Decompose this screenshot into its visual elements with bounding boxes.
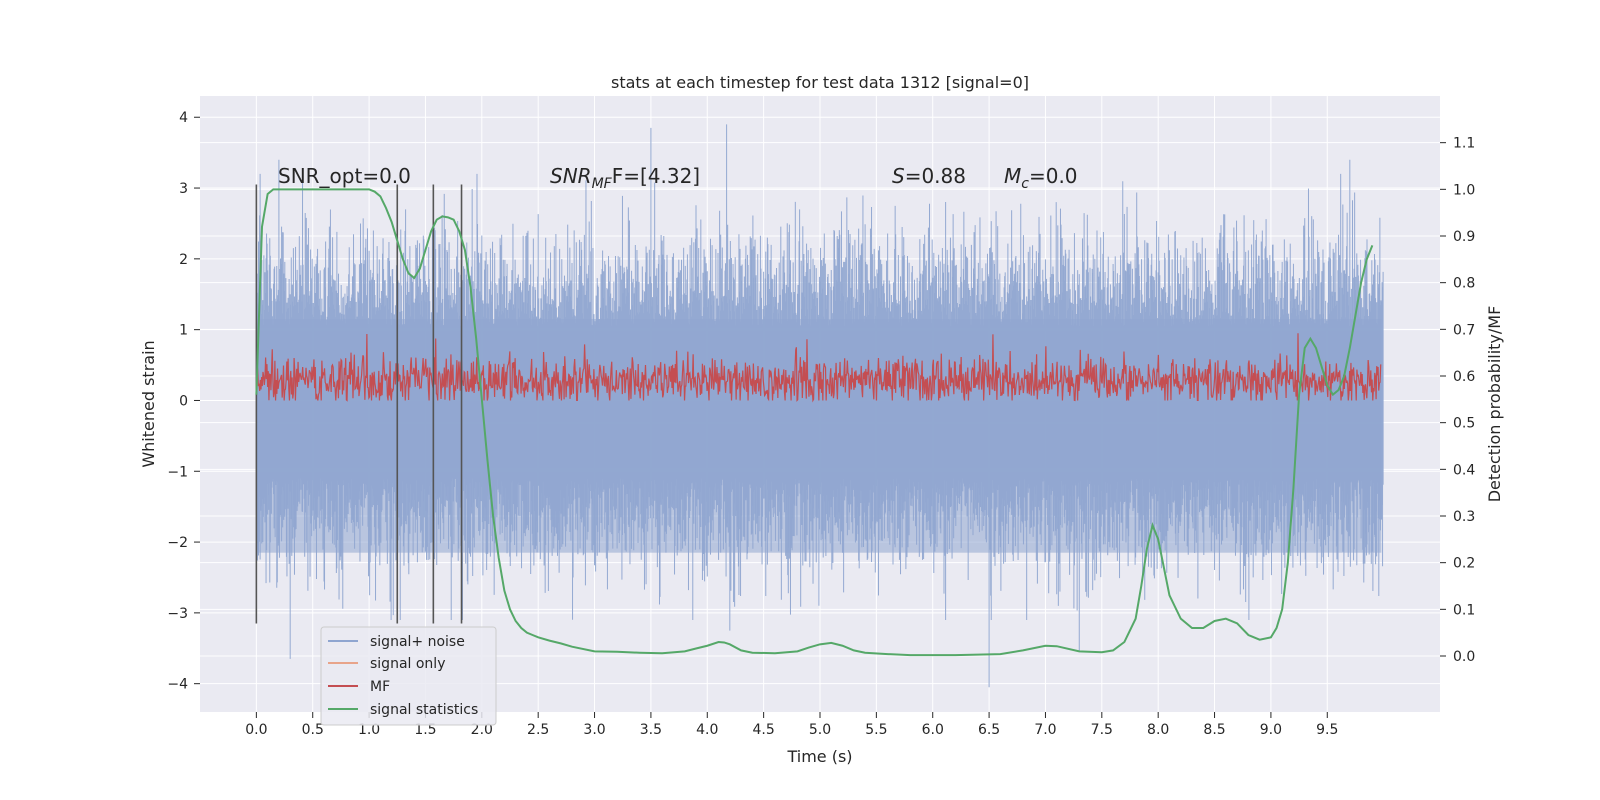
x-tick-label: 8.0 [1147, 722, 1169, 738]
y2-axis-label: Detection probability/MF [1485, 306, 1504, 503]
annotation-snr-mf-base: SNR [550, 164, 592, 188]
y2-tick-label: 1.0 [1453, 182, 1475, 198]
annotation-mc-base: M [1004, 164, 1021, 188]
x-tick-label: 0.0 [245, 722, 267, 738]
y2-tick-label: 0.0 [1453, 649, 1475, 665]
legend: signal+ noise signal only MF signal stat… [320, 626, 497, 726]
annotation-mc-sub: c [1021, 176, 1029, 192]
x-tick-label: 2.5 [527, 722, 549, 738]
vertical-markers [255, 184, 463, 624]
x-tick-label: 0.5 [302, 722, 324, 738]
x-tick-label: 4.0 [696, 722, 718, 738]
y-tick-label: 3 [179, 181, 188, 197]
y2-tick-label: 0.7 [1453, 322, 1475, 338]
y2-tick-label: 0.4 [1453, 462, 1475, 478]
x-tick-label: 9.0 [1260, 722, 1282, 738]
series-signal-noise [255, 124, 1384, 688]
x-tick-label: 8.5 [1203, 722, 1225, 738]
y2-tick-label: 0.9 [1453, 229, 1475, 245]
annotation-snr-mf: SNRMFF=[4.32] [550, 164, 700, 192]
y-tick-label: −1 [167, 464, 188, 480]
annotation-s-value: =0.88 [905, 164, 966, 188]
x-tick-label: 1.5 [414, 722, 436, 738]
x-tick-label: 3.0 [583, 722, 605, 738]
x-tick-label: 2.0 [471, 722, 493, 738]
y-axis-label: Whitened strain [139, 340, 158, 467]
y-tick-label: 1 [179, 323, 188, 339]
y-tick-label: 0 [179, 393, 188, 409]
y2-tick-label: 0.8 [1453, 276, 1475, 292]
y-tick-label: −3 [167, 606, 188, 622]
legend-label-signal-only: signal only [370, 656, 445, 672]
annotation-mc: Mc=0.0 [1004, 164, 1078, 192]
x-tick-label: 4.5 [753, 722, 775, 738]
y-tick-label: 4 [179, 110, 188, 126]
y2-tick-label: 1.1 [1453, 136, 1475, 152]
mf-trace [255, 333, 1382, 403]
annotation-snr-mf-rest: F=[4.32] [612, 164, 700, 188]
x-tick-label: 9.5 [1316, 722, 1338, 738]
y-tick-label: 2 [179, 252, 188, 268]
series-signal-statistics [255, 188, 1374, 657]
chart-title: stats at each timestep for test data 131… [611, 73, 1029, 92]
legend-frame [320, 626, 497, 726]
noise-core-band [256, 319, 1382, 553]
annotation-mc-value: =0.0 [1029, 164, 1078, 188]
y2-tick-label: 0.6 [1453, 369, 1475, 385]
x-tick-label: 5.0 [809, 722, 831, 738]
x-tick-label: 7.0 [1034, 722, 1056, 738]
x-tick-label: 6.0 [922, 722, 944, 738]
x-tick-label: 3.5 [640, 722, 662, 738]
y2-tick-label: 0.3 [1453, 509, 1475, 525]
axis-ticks: 0.0 0.5 1.0 1.5 2.0 2.5 3.0 3.5 4.0 4.5 5.0 5.5 6.0 6… [167, 110, 1475, 738]
legend-label-mf: MF [370, 679, 390, 695]
annotation-snr-opt: SNR_opt=0.0 [278, 164, 411, 188]
y-tick-label: −2 [167, 535, 188, 551]
x-tick-label: 1.0 [358, 722, 380, 738]
annotation-s-label: S [892, 164, 905, 188]
x-axis-label: Time (s) [786, 747, 852, 766]
y2-tick-label: 0.5 [1453, 416, 1475, 432]
annotation-snr-mf-sub: MF [592, 176, 613, 192]
y-tick-label: −4 [167, 677, 188, 693]
y2-tick-label: 0.2 [1453, 556, 1475, 572]
series-mf [255, 333, 1382, 403]
annotation-s: S=0.88 [892, 164, 966, 188]
y2-tick-label: 0.1 [1453, 602, 1475, 618]
x-tick-label: 5.5 [865, 722, 887, 738]
x-tick-label: 6.5 [978, 722, 1000, 738]
signal-statistics-line [255, 188, 1374, 657]
x-tick-label: 7.5 [1091, 722, 1113, 738]
legend-label-signal-noise: signal+ noise [370, 634, 465, 650]
legend-label-signal-statistics: signal statistics [370, 702, 478, 718]
